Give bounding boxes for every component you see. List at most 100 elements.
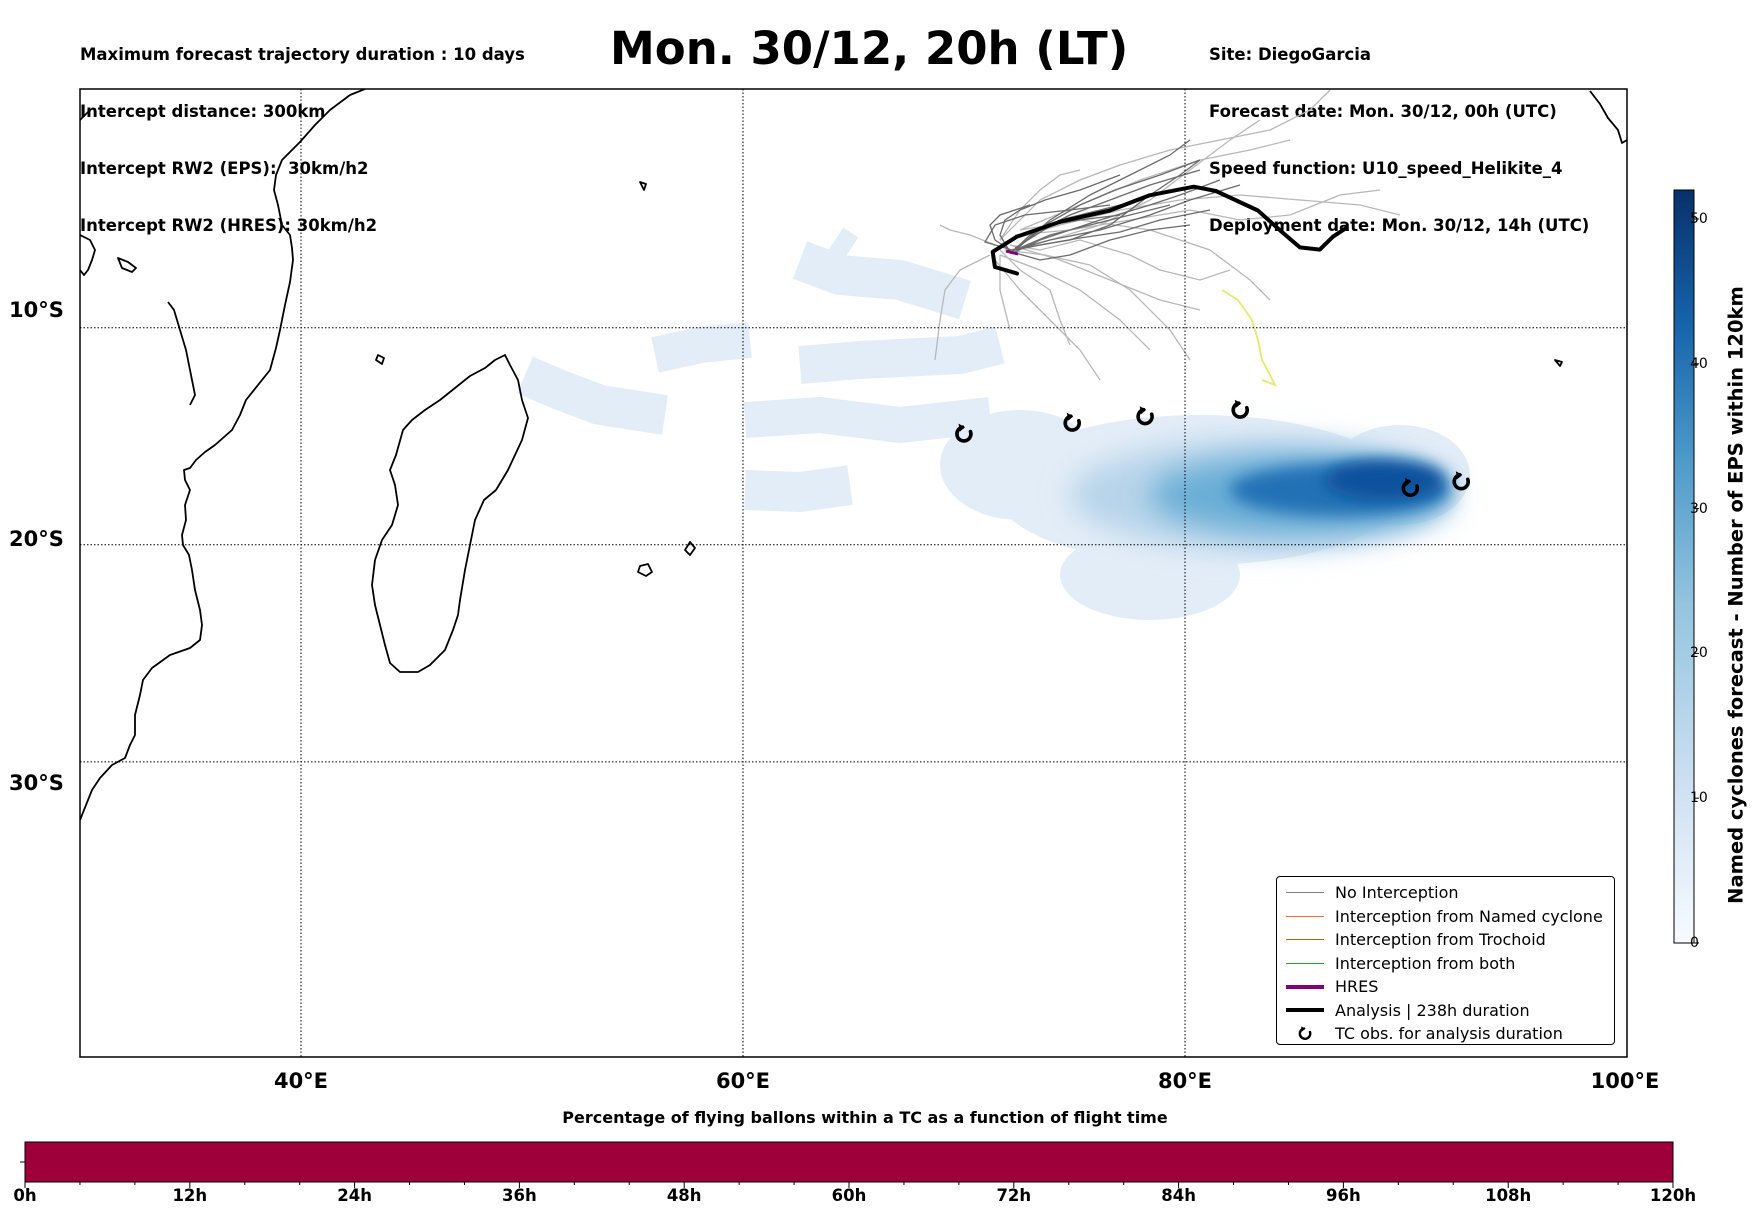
coastline-mauritius — [684, 541, 696, 556]
coastline-comoros — [375, 354, 385, 365]
eps-traj-light-16 — [1009, 239, 1231, 281]
bottom-bar-tick-label: 12h — [172, 1186, 208, 1205]
legend-line-both — [1286, 962, 1324, 964]
tc-observations — [955, 399, 1470, 498]
bottom-bar-tick-label: 84h — [1161, 1186, 1196, 1205]
legend-item-no-interception: No Interception — [1285, 881, 1459, 904]
header-line-deployment-date: Deployment date: Mon. 30/12, 14h (UTC) — [1209, 216, 1590, 235]
header-line-rw2-eps: Intercept RW2 (EPS): 30km/h2 — [80, 159, 369, 178]
lon-label-80e: 80°E — [1157, 1069, 1213, 1093]
tc-observation-marker-4 — [1401, 477, 1420, 498]
tc-observation-marker-3 — [1231, 399, 1249, 419]
density-blob-north-mid — [798, 326, 1005, 384]
density-blob-lower — [744, 465, 853, 512]
coastline-socotra-area — [80, 234, 96, 276]
colorbar-tick-label: 0 — [1690, 935, 1699, 951]
header-line-distance: Intercept distance: 300km — [80, 102, 326, 121]
bottom-bar-tick-label: 120h — [1649, 1186, 1697, 1205]
header-line-speed-function: Speed function: U10_speed_Helikite_4 — [1209, 159, 1563, 178]
colorbar-tick-label: 40 — [1690, 355, 1708, 372]
lat-label-10s: 10°S — [9, 298, 64, 322]
colorbar-tick-label: 30 — [1690, 500, 1708, 517]
coastline-madagascar — [371, 354, 529, 673]
header-line-duration: Maximum forecast trajectory duration : 1… — [80, 45, 525, 64]
density-blob-middle — [743, 397, 992, 443]
colorbar-tick-label: 50 — [1690, 210, 1708, 227]
legend-line-named-cyclone — [1286, 915, 1324, 917]
header-info-right: Site: DiegoGarcia Forecast date: Mon. 30… — [1209, 7, 1589, 254]
eps-traj-dark-12 — [984, 204, 1111, 251]
cyclone-density-field — [517, 227, 1470, 620]
tc-observation-marker-2 — [1136, 406, 1154, 426]
coastline-aldabra — [117, 257, 137, 273]
lon-label-60e: 60°E — [715, 1069, 771, 1093]
eps-traj-light-11 — [1009, 244, 1201, 311]
coastline-reunion — [637, 563, 653, 577]
bottom-bar-tick-label: 108h — [1485, 1186, 1532, 1205]
header-line-site: Site: DiegoGarcia — [1209, 45, 1372, 64]
graticule — [80, 89, 1627, 1057]
lat-label-30s: 30°S — [9, 771, 64, 795]
analysis-track — [990, 184, 1349, 276]
legend-label: HRES — [1335, 977, 1379, 996]
page-title: Mon. 30/12, 20h (LT) — [610, 22, 1129, 75]
density-blob-north-west — [651, 322, 752, 373]
coastline-red-islet — [1554, 359, 1563, 367]
eps-traj-light-12 — [1019, 219, 1271, 301]
bottom-bar-tick-label: 0h — [13, 1186, 37, 1205]
legend-label: Interception from Trochoid — [1335, 930, 1546, 949]
eps-traj-dark-2 — [1014, 204, 1171, 251]
bottom-bar-tick-label: 96h — [1326, 1186, 1361, 1205]
eps-traj-light-15 — [999, 169, 1081, 241]
hres-trajectory — [1005, 249, 1019, 256]
eps-traj-dark-14 — [1011, 224, 1191, 261]
legend-label: Interception from Named cyclone — [1335, 906, 1603, 926]
lon-label-40e: 40°E — [273, 1069, 329, 1093]
eps-traj-light-8 — [1019, 139, 1291, 231]
eps-traj-light-10 — [999, 255, 1011, 331]
tc-observation-marker-1 — [1063, 412, 1081, 432]
legend-label: TC obs. for analysis duration — [1335, 1024, 1563, 1043]
bottom-bar-ticks — [24, 1182, 1674, 1188]
eps-traj-light-3 — [999, 254, 1151, 351]
eps-traj-light-7 — [999, 249, 1071, 346]
eps-traj-dark-13 — [1014, 139, 1191, 251]
eps-traj-dark-9 — [1014, 184, 1241, 251]
legend-line-no-interception — [1286, 892, 1324, 893]
tc-symbol-icon — [1298, 1026, 1312, 1040]
eps-traj-light-2 — [1009, 194, 1401, 241]
eps-traj-dark-3 — [1014, 179, 1221, 253]
bottom-bar-tick-label: 24h — [337, 1186, 372, 1205]
eps-traj-dark-10 — [999, 174, 1121, 253]
density-blob-south-lobe — [1060, 530, 1240, 620]
bottom-bar-tick-label: 48h — [666, 1186, 702, 1205]
bottom-bar — [24, 1141, 1674, 1183]
eps-traj-light-13 — [999, 89, 1331, 241]
bottom-bar-tick-label: 36h — [502, 1186, 537, 1205]
density-blob-pocket — [826, 227, 859, 263]
trochoid-segment — [1221, 289, 1277, 387]
coastline-africa-east — [80, 89, 366, 821]
legend-item-tc-obs: TC obs. for analysis duration — [1285, 1022, 1563, 1045]
header-line-rw2-hres: Intercept RW2 (HRES): 30km/h2 — [80, 216, 378, 235]
coastline-seychelles — [639, 181, 647, 191]
legend: No Interception Interception from Named … — [1276, 876, 1615, 1045]
eps-traj-light-9 — [934, 254, 991, 361]
legend-label: No Interception — [1335, 883, 1459, 902]
density-blob-north-upper — [792, 241, 971, 320]
density-blob-west-arc — [517, 356, 669, 435]
legend-line-hres — [1286, 984, 1324, 989]
lat-label-20s: 20°S — [9, 527, 64, 551]
colorbar — [1673, 189, 1695, 944]
coastline-maldives-north — [1589, 90, 1627, 144]
eps-trajectories-dark — [984, 139, 1241, 261]
coastlines — [80, 89, 1627, 821]
tc-observation-marker-5 — [1452, 471, 1470, 491]
legend-item-both: Interception from both — [1285, 952, 1515, 975]
map-frame — [79, 88, 1628, 1058]
coastline-arabian-corner — [80, 109, 91, 121]
legend-line-trochoid — [1286, 939, 1324, 940]
colorbar-tick-label: 20 — [1690, 645, 1708, 662]
eps-trajectories-light — [934, 89, 1401, 381]
